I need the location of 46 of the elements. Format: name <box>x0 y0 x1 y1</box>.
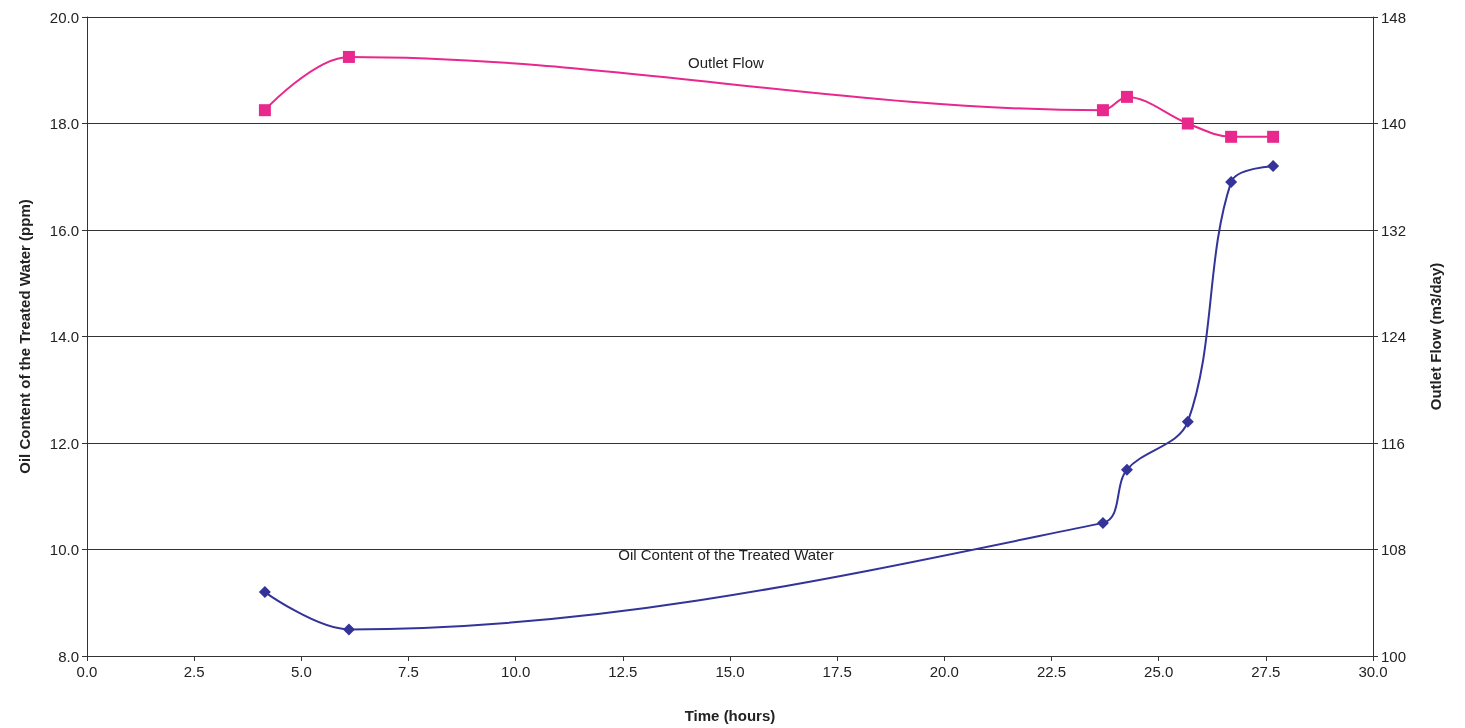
point <box>1181 117 1194 130</box>
x-tick-label: 15.0 <box>715 663 745 680</box>
y2-tick-label: 148 <box>1381 8 1407 26</box>
y-tick-label: 20.0 <box>49 8 79 26</box>
y2-tick-label: 124 <box>1381 328 1407 345</box>
x-tick-label: 22.5 <box>1036 663 1067 680</box>
y2-tick-label: 140 <box>1381 115 1407 132</box>
point <box>1120 90 1133 103</box>
point <box>1120 463 1133 476</box>
series-label: Oil Content of the Treated Water <box>618 546 834 564</box>
x-tick-label: 10.0 <box>501 663 531 680</box>
point <box>1096 104 1109 117</box>
y-tick-label: 14.0 <box>49 328 79 345</box>
y-tick-label: 8.0 <box>58 647 79 665</box>
point <box>1096 516 1109 529</box>
x-tick-label: 7.5 <box>398 663 419 680</box>
point <box>1267 130 1280 143</box>
point <box>258 104 271 117</box>
point <box>342 623 355 636</box>
x-tick-label: 27.5 <box>1251 663 1281 680</box>
point <box>1181 415 1194 428</box>
x-tick-label: 30.0 <box>1358 663 1388 680</box>
x-tick-label: 17.5 <box>822 663 852 680</box>
point <box>1267 160 1280 173</box>
x-tick-label: 25.0 <box>1144 663 1174 680</box>
y2-tick-label: 100 <box>1381 647 1407 665</box>
y-tick-label: 10.0 <box>49 541 79 558</box>
series-label: Outlet Flow <box>688 53 765 71</box>
y-axis-title: Oil Content of the Treated Water (ppm) <box>16 199 33 474</box>
y-tick-label: 16.0 <box>49 221 79 239</box>
x-tick-label: 20.0 <box>929 663 959 680</box>
point <box>258 586 271 599</box>
y2-tick-label: 108 <box>1381 541 1407 558</box>
x-tick-label: 2.5 <box>183 663 205 680</box>
x-tick-label: 5.0 <box>290 663 312 680</box>
y2-tick-label: 132 <box>1381 221 1407 239</box>
y2-tick-label: 116 <box>1381 434 1405 452</box>
y2-axis-title: Outlet Flow (m3/day) <box>1427 262 1444 411</box>
y-tick-label: 18.0 <box>49 115 79 132</box>
x-axis-title: Time (hours) <box>684 707 776 724</box>
x-tick-label: 12.5 <box>608 663 638 680</box>
point <box>1225 130 1238 143</box>
point <box>342 50 355 63</box>
point <box>1225 176 1238 189</box>
y-tick-label: 12.0 <box>49 434 79 452</box>
x-tick-label: 0.0 <box>76 663 98 680</box>
